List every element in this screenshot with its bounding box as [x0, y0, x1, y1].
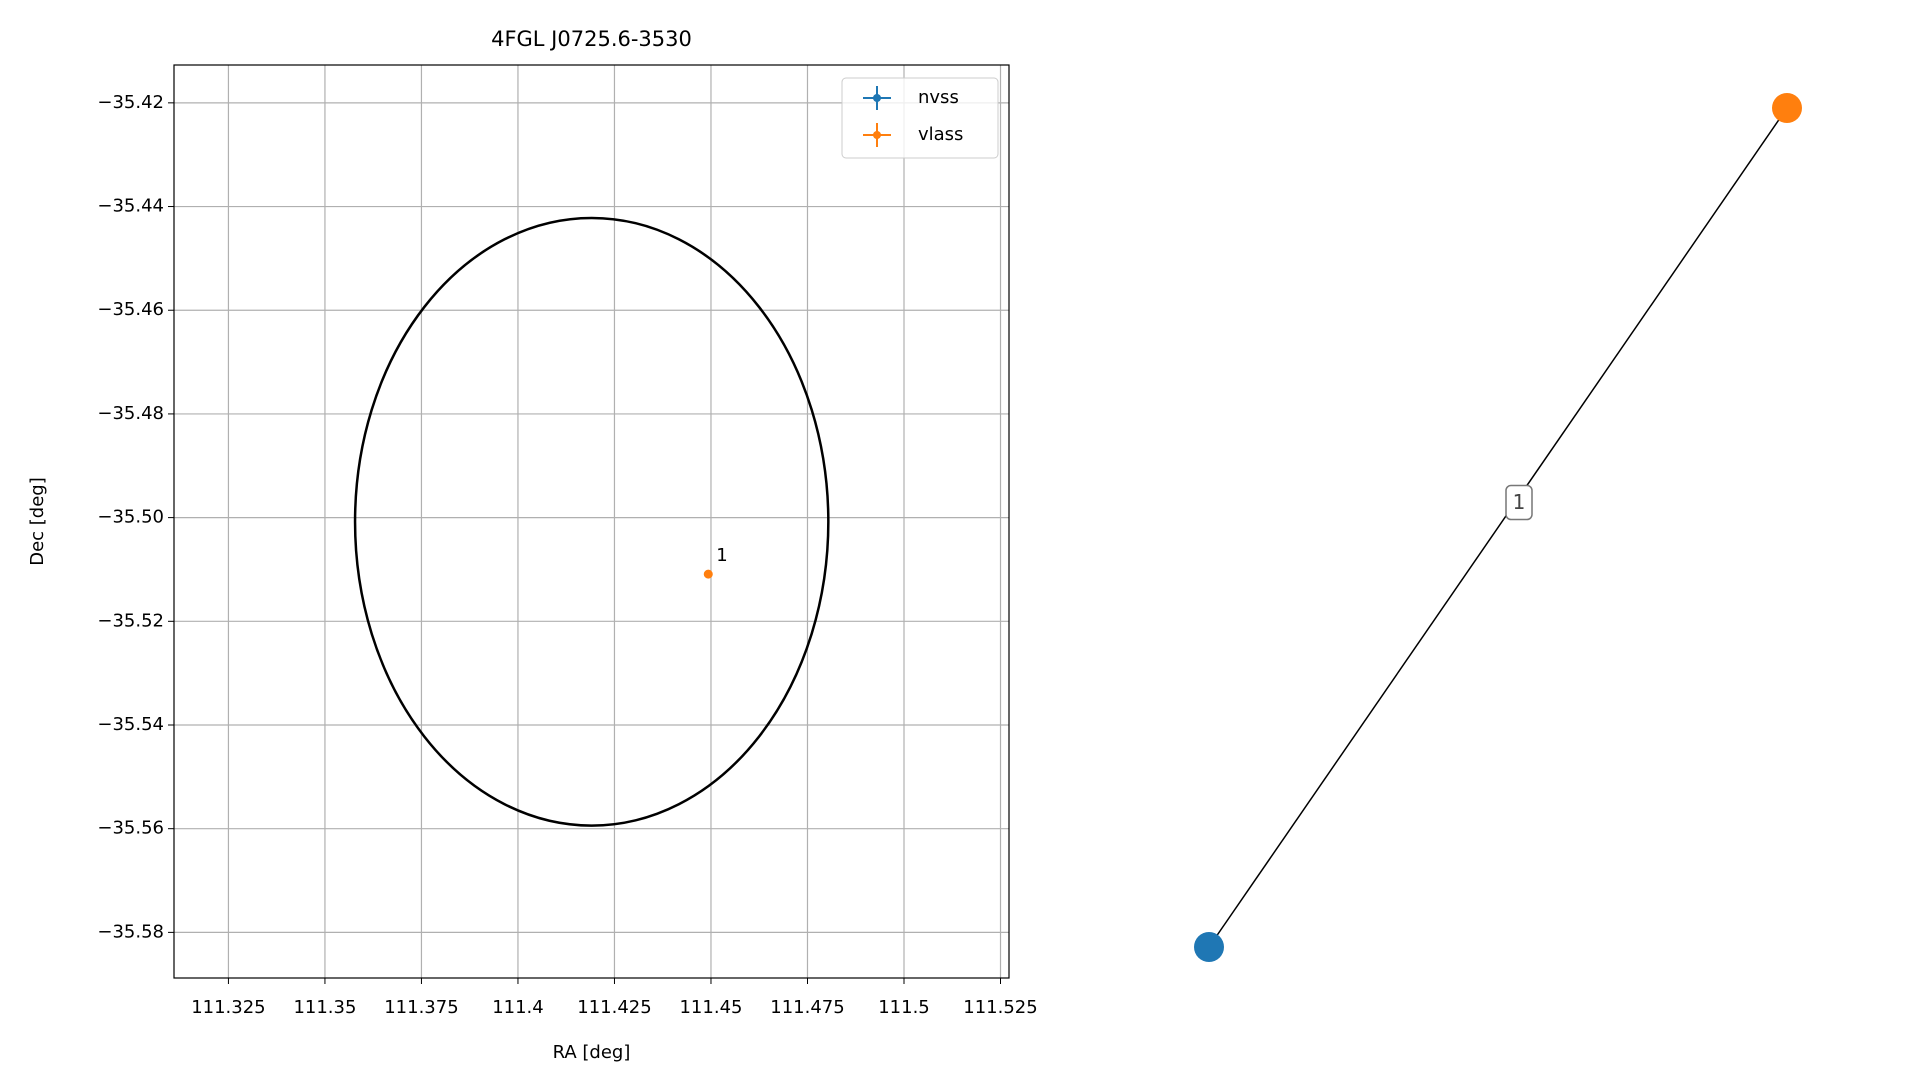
x-tick-label: 111.425 [577, 997, 651, 1018]
x-axis-label: RA [deg] [553, 1042, 631, 1063]
y-tick-label: −35.44 [97, 196, 164, 217]
legend-marker [873, 94, 881, 102]
y-tick-label: −35.50 [97, 507, 164, 528]
edge-label-box [1505, 484, 1533, 521]
node [1194, 932, 1224, 962]
x-tick-label: 111.5 [878, 997, 930, 1018]
legend-label: vlass [918, 124, 963, 145]
y-tick-label: −35.42 [97, 92, 164, 113]
plot-frame [173, 64, 1010, 979]
x-tick-label: 111.525 [963, 997, 1037, 1018]
y-tick-label: −35.46 [97, 299, 164, 320]
error-ellipse [353, 216, 830, 827]
x-tick-label: 111.35 [293, 997, 356, 1018]
legend-marker [873, 131, 881, 139]
node [1772, 93, 1802, 123]
y-tick-label: −35.48 [97, 403, 164, 424]
legend-label: nvss [918, 87, 959, 108]
y-tick-label: −35.58 [97, 921, 164, 942]
chart-title: 4FGL J0725.6-3530 [491, 27, 692, 51]
x-tick-label: 111.375 [384, 997, 458, 1018]
edge [1208, 107, 1788, 948]
y-tick-label: −35.56 [97, 818, 164, 839]
x-tick-label: 111.475 [770, 997, 844, 1018]
point [703, 569, 713, 579]
y-tick-label: −35.52 [97, 610, 164, 631]
x-tick-label: 111.45 [679, 997, 742, 1018]
point-label: 1 [716, 545, 727, 566]
legend: nvss vlass [841, 77, 999, 159]
x-tick-label: 111.325 [191, 997, 265, 1018]
y-axis-label: Dec [deg] [27, 477, 48, 566]
y-tick-label: −35.54 [97, 714, 164, 735]
edge-label: 1 [1513, 490, 1526, 514]
x-tick-label: 111.4 [492, 997, 544, 1018]
